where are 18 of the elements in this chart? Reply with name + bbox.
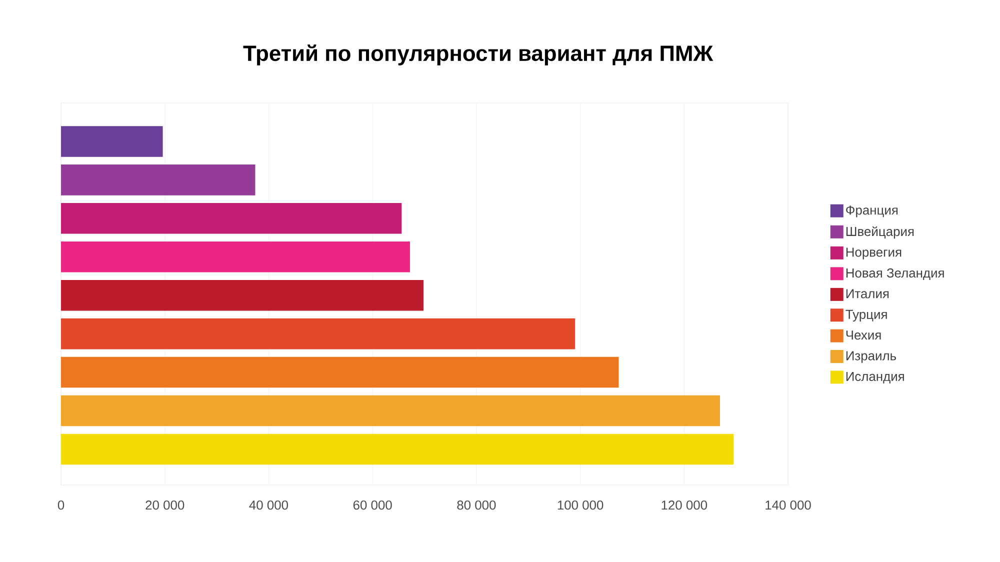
legend-label: Турция <box>846 310 887 322</box>
legend-label: Норвегия <box>846 248 902 260</box>
x-tick-label: 60 000 <box>353 500 392 510</box>
legend-label: Новая Зеландия <box>846 268 944 280</box>
x-tick-label: 100 000 <box>558 500 604 510</box>
x-tick-label: 80 000 <box>457 500 496 510</box>
x-tick-label: 40 000 <box>249 500 288 510</box>
legend-label: Чехия <box>846 330 881 340</box>
legend-label: Франция <box>846 206 898 218</box>
legend-label: Италия <box>846 289 889 298</box>
legend-label: Исландия <box>846 372 904 384</box>
x-tick-label: 140 000 <box>766 500 811 510</box>
x-tick-label: 0 <box>58 500 64 510</box>
chart-title: Третий по популярности вариант для ПМЖ <box>243 44 714 66</box>
x-tick-label: 20 000 <box>146 500 184 510</box>
legend-label: Израиль <box>846 351 896 363</box>
x-tick-label: 120 000 <box>662 500 708 510</box>
legend-label: Швейцария <box>846 226 914 239</box>
